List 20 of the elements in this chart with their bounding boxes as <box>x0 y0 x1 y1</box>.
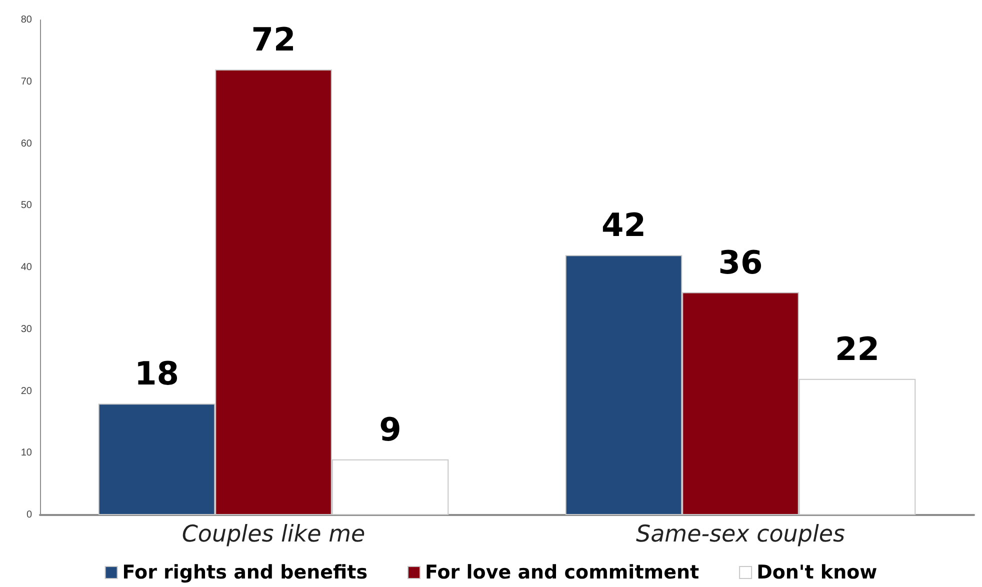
y-tick-label: 0 <box>26 510 32 520</box>
data-label: 42 <box>601 206 646 244</box>
y-tick-label: 80 <box>20 14 32 26</box>
x-tick-label: Couples like me <box>182 522 366 548</box>
y-tick-label: 60 <box>20 138 32 150</box>
legend-label: For love and commitment <box>425 562 700 584</box>
y-tick-label: 40 <box>20 262 32 273</box>
y-tick-label: 50 <box>20 200 32 212</box>
data-label: 22 <box>834 330 880 368</box>
y-tick-label: 70 <box>20 76 32 88</box>
data-label: 72 <box>251 20 296 58</box>
legend-label: Don't know <box>756 562 878 584</box>
y-tick-label: 30 <box>20 324 32 335</box>
y-tick-label: 10 <box>20 448 32 459</box>
data-label: 18 <box>134 354 180 393</box>
data-label: 36 <box>718 243 763 282</box>
x-tick-label: Same-sex couples <box>636 522 846 548</box>
data-label: 9 <box>379 410 402 448</box>
y-tick-label: 20 <box>20 386 32 397</box>
legend-label: For rights and benefits <box>122 562 368 584</box>
